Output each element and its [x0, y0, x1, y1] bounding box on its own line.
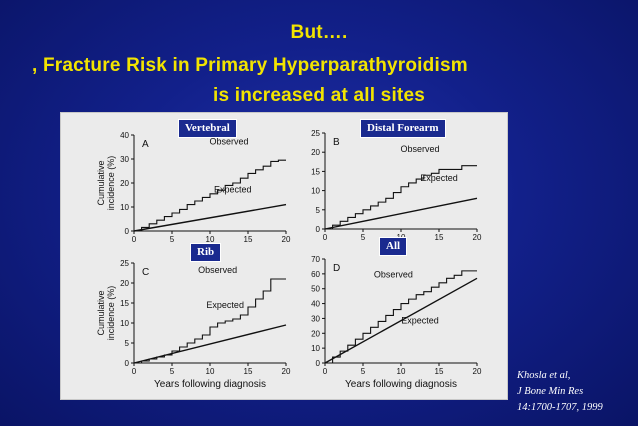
panel-c-y-label: Cumulative: [96, 290, 106, 335]
panel-a-x-tick-label: 0: [132, 235, 137, 244]
panel-c-y-tick-label: 5: [125, 339, 130, 348]
panel-b-x-tick-label: 20: [473, 233, 482, 242]
panel-a-label-expected: Expected: [214, 185, 252, 195]
panel-c-x-tick-label: 15: [244, 367, 253, 376]
panel-c-series-observed: [134, 278, 286, 364]
panel-d-series-observed: [325, 270, 477, 364]
panel-c-y-tick-label: 20: [120, 279, 129, 288]
panel-b-series-expected: [324, 197, 478, 230]
slide-title-line1: But….: [290, 22, 348, 43]
panel-b-y-tick-label: 20: [311, 148, 320, 157]
panel-d-y-tick-label: 0: [316, 359, 321, 368]
panel-a-y-tick-label: 30: [120, 155, 129, 164]
panel-d-x-tick-label: 0: [323, 367, 328, 376]
panel-c-y-tick-label: 0: [125, 359, 130, 368]
label-vertebral: Vertebral: [178, 119, 237, 138]
panel-d-x-tick-label: 20: [473, 367, 482, 376]
panel-b-x-tick-label: 0: [323, 233, 328, 242]
panel-a-x-tick-label: 5: [170, 235, 175, 244]
panel-a-y-tick-label: 40: [120, 131, 129, 140]
panel-d-y-tick-label: 30: [311, 314, 320, 323]
label-rib: Rib: [190, 243, 222, 262]
panel-d-x-tick-label: 10: [397, 367, 406, 376]
panel-b-letter: B: [333, 137, 340, 148]
panel-b-y-tick-label: 0: [316, 225, 321, 234]
panel-b-y-tick-label: 25: [311, 129, 320, 138]
panel-a-label-observed: Observed: [209, 137, 248, 147]
panel-c-y-tick-label: 10: [120, 319, 129, 328]
panel-d-y-tick-label: 70: [311, 255, 320, 264]
panel-c-x-tick-label: 10: [206, 367, 215, 376]
panel-c-x-label: Years following diagnosis: [154, 379, 266, 390]
slide-title-line3: is increased at all sites: [212, 85, 425, 106]
panel-d-y-tick-label: 40: [311, 300, 320, 309]
panel-b-y-tick-label: 10: [311, 187, 320, 196]
panel-a-letter: A: [142, 139, 149, 150]
fracture-incidence-figure: 0 10 20 30 40 0 5 10 15 20 A Cumulative incidence (%…: [60, 112, 508, 400]
panel-b-series-observed: [325, 165, 477, 230]
panel-c-y-tick-label: 15: [120, 299, 129, 308]
citation-line1: Khosla et al,: [517, 370, 571, 381]
citation-line3: 14:1700-1707, 1999: [517, 402, 603, 413]
panel-a-y-tick-label: 0: [125, 227, 130, 236]
slide-title-line2: , Fracture Risk in Primary Hyperparathyr…: [32, 55, 468, 76]
panel-b-x-tick-label: 15: [435, 233, 444, 242]
panel-c-x-tick-label: 0: [132, 367, 137, 376]
panel-c-x-tick-label: 5: [170, 367, 175, 376]
panel-d-y-tick-label: 50: [311, 285, 320, 294]
panel-b-x-tick-label: 5: [361, 233, 366, 242]
citation: Khosla et al, J Bone Min Res 14:1700-170…: [517, 368, 603, 416]
panel-d-label-expected: Expected: [401, 315, 439, 325]
panel-a-y-tick-label: 10: [120, 203, 129, 212]
panel-a-series-expected: [133, 203, 287, 232]
panel-d-y-tick-label: 10: [311, 344, 320, 353]
panel-a-x-tick-label: 10: [206, 235, 215, 244]
panel-b-label-expected: Expected: [420, 173, 458, 183]
label-distal-forearm: Distal Forearm: [360, 119, 446, 138]
panel-a-x-tick-label: 15: [244, 235, 253, 244]
panel-c-label-expected: Expected: [206, 300, 244, 310]
panel-a-y-label: Cumulative: [96, 160, 106, 205]
panel-d-x-tick-label: 15: [435, 367, 444, 376]
panel-d-letter: D: [333, 263, 340, 274]
panel-c-x-tick-label: 20: [282, 367, 291, 376]
panel-c-letter: C: [142, 267, 149, 278]
panel-c-label-observed: Observed: [198, 265, 237, 275]
panel-d-x-label: Years following diagnosis: [345, 379, 457, 390]
panel-d-label-observed: Observed: [374, 270, 413, 280]
panel-c-y-label: incidence (%): [106, 286, 116, 341]
panel-d-y-tick-label: 60: [311, 270, 320, 279]
panel-d-x-tick-label: 5: [361, 367, 366, 376]
panel-d-y-tick-label: 20: [311, 329, 320, 338]
panel-a-x-tick-label: 20: [282, 235, 291, 244]
panel-a-series-observed: [134, 159, 286, 232]
panel-b-y-tick-label: 5: [316, 206, 321, 215]
citation-line2: J Bone Min Res: [517, 386, 584, 397]
panel-c-series-expected: [133, 324, 287, 364]
label-all: All: [379, 237, 408, 256]
panel-b-label-observed: Observed: [400, 144, 439, 154]
panel-a-y-label: incidence (%): [106, 156, 116, 211]
panel-c-y-tick-label: 25: [120, 259, 129, 268]
panel-b-y-tick-label: 15: [311, 167, 320, 176]
panel-d-series-expected: [324, 277, 478, 364]
panel-a-y-tick-label: 20: [120, 179, 129, 188]
